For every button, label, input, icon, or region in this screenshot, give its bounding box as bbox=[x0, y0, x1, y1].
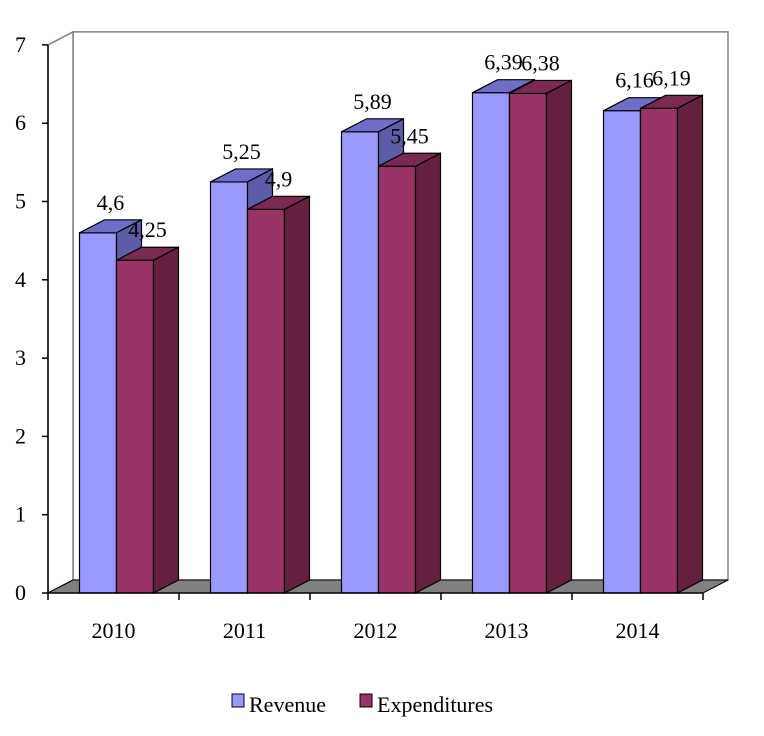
value-labels-layer: 4,64,25 5,254,9 5,89 5,45 6,396,38 6,166,19 bbox=[97, 50, 691, 243]
bar-side bbox=[545, 79, 573, 594]
bars-layer bbox=[78, 78, 704, 594]
y-tick-label: 0 bbox=[15, 580, 26, 605]
x-tick-label: 2010 bbox=[92, 618, 136, 643]
data-label: 5,89 bbox=[353, 89, 392, 114]
y-tick-label: 6 bbox=[15, 110, 26, 135]
data-label: 6,38 bbox=[521, 50, 560, 75]
bar bbox=[639, 94, 704, 594]
bar-front bbox=[115, 259, 155, 594]
bar bbox=[508, 79, 573, 594]
x-tick-label: 2014 bbox=[616, 618, 660, 643]
data-label: 5,25 bbox=[222, 139, 261, 164]
bar-front bbox=[602, 110, 642, 594]
legend-item: Expenditures bbox=[359, 692, 493, 717]
bar-side bbox=[414, 152, 442, 594]
bar bbox=[246, 195, 311, 594]
y-tick-label: 3 bbox=[15, 345, 26, 370]
bar-front bbox=[377, 165, 417, 594]
legend-label: Revenue bbox=[249, 692, 326, 717]
bar-side bbox=[676, 94, 704, 594]
bar-side bbox=[152, 246, 180, 594]
bar-front bbox=[246, 208, 286, 594]
y-tick-label: 1 bbox=[15, 502, 26, 527]
y-tick-label: 4 bbox=[15, 267, 26, 292]
y-tick-label: 7 bbox=[15, 32, 26, 57]
data-label: 4,9 bbox=[265, 166, 293, 191]
legend-swatch bbox=[231, 693, 245, 708]
data-label: 6,39 bbox=[484, 50, 523, 75]
bar-front bbox=[340, 131, 380, 594]
legend-swatch bbox=[359, 693, 373, 708]
legend-label: Expenditures bbox=[377, 692, 493, 717]
bar-front bbox=[639, 107, 679, 594]
x-tick-label: 2012 bbox=[354, 618, 398, 643]
legend: Revenue Expenditures bbox=[231, 692, 493, 717]
data-label: 4,6 bbox=[97, 190, 125, 215]
axes-layer: 0 1 2 3 4 5 6 7 2010 2011 2012 2013 2014 bbox=[15, 32, 704, 643]
data-label: 6,16 bbox=[615, 68, 654, 93]
side-wall bbox=[47, 30, 74, 595]
data-label: 4,25 bbox=[128, 217, 167, 242]
y-tick-label: 5 bbox=[15, 189, 26, 214]
bar bbox=[115, 246, 180, 594]
legend-item: Revenue bbox=[231, 692, 326, 717]
data-label: 6,19 bbox=[652, 65, 691, 90]
bar-front bbox=[471, 92, 511, 594]
bar-front bbox=[508, 92, 548, 594]
bar-side bbox=[283, 195, 311, 594]
bar bbox=[377, 152, 442, 594]
bar-front bbox=[209, 181, 249, 594]
data-label: 5,45 bbox=[390, 123, 429, 148]
bar-front bbox=[78, 232, 118, 594]
x-tick-label: 2011 bbox=[223, 618, 266, 643]
x-tick-label: 2013 bbox=[485, 618, 529, 643]
y-tick-label: 2 bbox=[15, 423, 26, 448]
